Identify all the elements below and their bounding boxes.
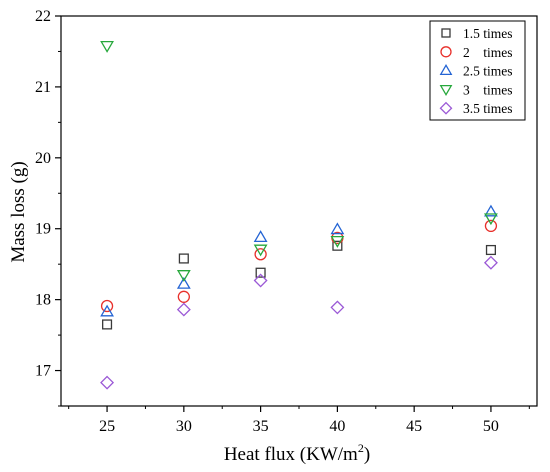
data-marks bbox=[100, 41, 498, 390]
data-point-series5-25 bbox=[100, 375, 115, 390]
axes: 25 30 35 40 45 50 17 18 19 20 21 22 bbox=[35, 8, 538, 435]
data-point-series5-40 bbox=[330, 300, 345, 315]
y-tick-label-19: 19 bbox=[35, 221, 51, 238]
x-axis-label: Heat flux (KW/m2) bbox=[224, 441, 370, 465]
y-axis-label: Mass loss (g) bbox=[8, 161, 29, 262]
data-point-series5-30 bbox=[176, 302, 191, 317]
y-tick-label-21: 21 bbox=[35, 79, 51, 96]
data-point-series1-25 bbox=[102, 319, 113, 330]
data-point-series1-30 bbox=[178, 253, 189, 264]
legend-marker-1 bbox=[441, 28, 451, 38]
x-tick-label-35: 35 bbox=[253, 418, 269, 435]
x-tick-label-40: 40 bbox=[329, 418, 345, 435]
legend-label-4: 3 times bbox=[463, 82, 513, 97]
legend: 1.5 times 2 times 2.5 times 3 times 3.5 time… bbox=[429, 20, 526, 121]
y-tick-label-20: 20 bbox=[35, 150, 51, 167]
data-point-series5-35 bbox=[253, 273, 268, 288]
data-point-series4-25 bbox=[100, 41, 114, 53]
legend-marker-4 bbox=[439, 85, 453, 96]
data-point-series3-25 bbox=[100, 304, 114, 317]
data-point-series4-50 bbox=[484, 213, 498, 226]
data-point-series3-50 bbox=[484, 204, 498, 217]
data-point-series3-35 bbox=[253, 230, 268, 243]
data-point-series2-25 bbox=[100, 299, 114, 313]
data-point-series5-50 bbox=[483, 255, 498, 270]
legend-label-3: 2.5 times bbox=[463, 64, 513, 79]
data-point-series2-35 bbox=[254, 248, 267, 261]
data-point-series1-50 bbox=[485, 244, 496, 256]
x-tick-label-50: 50 bbox=[483, 418, 499, 435]
y-tick-label-22: 22 bbox=[35, 8, 51, 25]
data-point-series3-30 bbox=[176, 276, 191, 289]
x-tick-label-25: 25 bbox=[99, 418, 115, 435]
data-point-series1-40 bbox=[332, 240, 343, 251]
data-point-series4-35 bbox=[253, 244, 268, 257]
data-point-series4-40 bbox=[330, 236, 345, 248]
legend-marker-5 bbox=[439, 101, 453, 115]
y-tick-label-18: 18 bbox=[35, 292, 51, 309]
legend-marker-2 bbox=[440, 46, 452, 58]
legend-marker-3 bbox=[439, 64, 453, 75]
data-point-series1-35 bbox=[255, 267, 266, 278]
legend-label-2: 2 times bbox=[463, 45, 513, 60]
data-point-series2-50 bbox=[484, 219, 498, 233]
data-point-series3-40 bbox=[330, 222, 345, 235]
x-tick-label-30: 30 bbox=[176, 418, 192, 435]
data-point-series2-30 bbox=[177, 290, 190, 303]
legend-label-5: 3.5 times bbox=[463, 101, 513, 116]
data-point-series4-30 bbox=[176, 270, 191, 282]
legend-label-1: 1.5 times bbox=[463, 26, 513, 41]
x-tick-label-45: 45 bbox=[406, 418, 422, 435]
y-tick-label-17: 17 bbox=[35, 363, 51, 380]
